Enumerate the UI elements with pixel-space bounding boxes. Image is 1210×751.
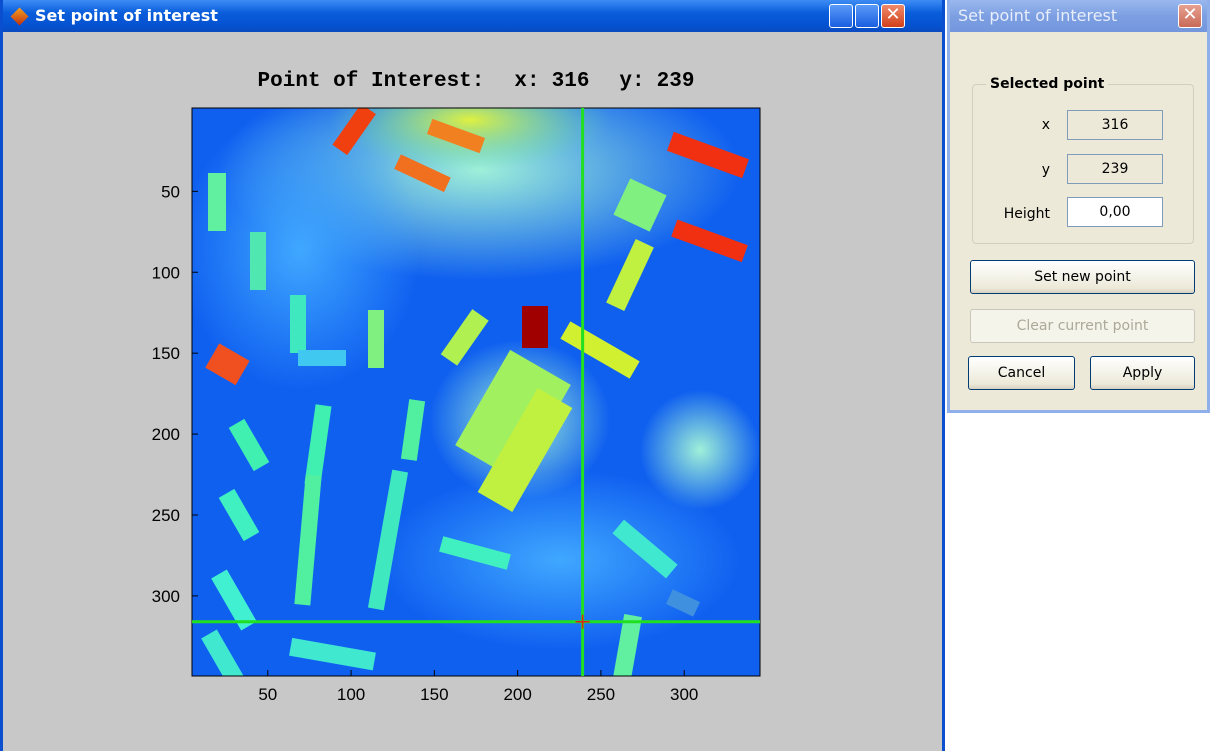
x-tick-label: 250 bbox=[587, 685, 615, 704]
group-label: Selected point bbox=[986, 76, 1108, 92]
y-tick-label: 50 bbox=[161, 182, 180, 201]
set-new-point-button[interactable]: Set new point bbox=[970, 260, 1195, 294]
title-x-value: 316 bbox=[552, 70, 590, 93]
plot-title: Point of Interest: x: 316 y: 239 bbox=[258, 70, 695, 93]
main-window: Set point of interest ✕ bbox=[0, 0, 945, 751]
y-tick-label: 150 bbox=[152, 344, 180, 363]
dialog-close-button[interactable]: ✕ bbox=[1178, 4, 1202, 28]
title-x-label: x: bbox=[514, 70, 539, 93]
field-y: 239 bbox=[1067, 154, 1163, 184]
title-y-label: y: bbox=[619, 70, 644, 93]
y-tick-label: 200 bbox=[152, 425, 180, 444]
dialog-title-bar: Set point of interest ✕ bbox=[950, 0, 1207, 32]
field-height[interactable]: 0,00 bbox=[1067, 197, 1163, 227]
x-tick-label: 300 bbox=[670, 685, 698, 704]
clear-point-button: Clear current point bbox=[970, 309, 1195, 343]
field-label: y bbox=[960, 162, 1050, 178]
title-y-value: 239 bbox=[657, 70, 695, 93]
x-tick-label: 150 bbox=[420, 685, 448, 704]
field-label: Height bbox=[960, 206, 1050, 222]
apply-button[interactable]: Apply bbox=[1090, 356, 1195, 390]
y-tick-label: 100 bbox=[152, 263, 180, 282]
desktop: {"main_window": {"title": "Set point of … bbox=[0, 0, 1210, 751]
heatmap-image bbox=[180, 60, 760, 690]
dialog-title: Set point of interest bbox=[958, 0, 1117, 32]
plot: Point of Interest: x: 316 y: 239 50 100 150 200… bbox=[0, 0, 945, 751]
x-tick-label: 100 bbox=[337, 685, 365, 704]
y-tick-label: 250 bbox=[152, 506, 180, 525]
x-tick-label: 50 bbox=[258, 685, 277, 704]
y-tick-label: 300 bbox=[152, 587, 180, 606]
cancel-button[interactable]: Cancel bbox=[968, 356, 1075, 390]
title-label: Point of Interest: bbox=[258, 70, 485, 93]
dialog: Set point of interest ✕ Selected point x… bbox=[947, 0, 1210, 413]
field-label: x bbox=[960, 117, 1050, 133]
page: html, body { margin: 0; padding: 0; widt… bbox=[0, 0, 1210, 751]
field-x: 316 bbox=[1067, 110, 1163, 140]
x-tick-label: 200 bbox=[503, 685, 531, 704]
